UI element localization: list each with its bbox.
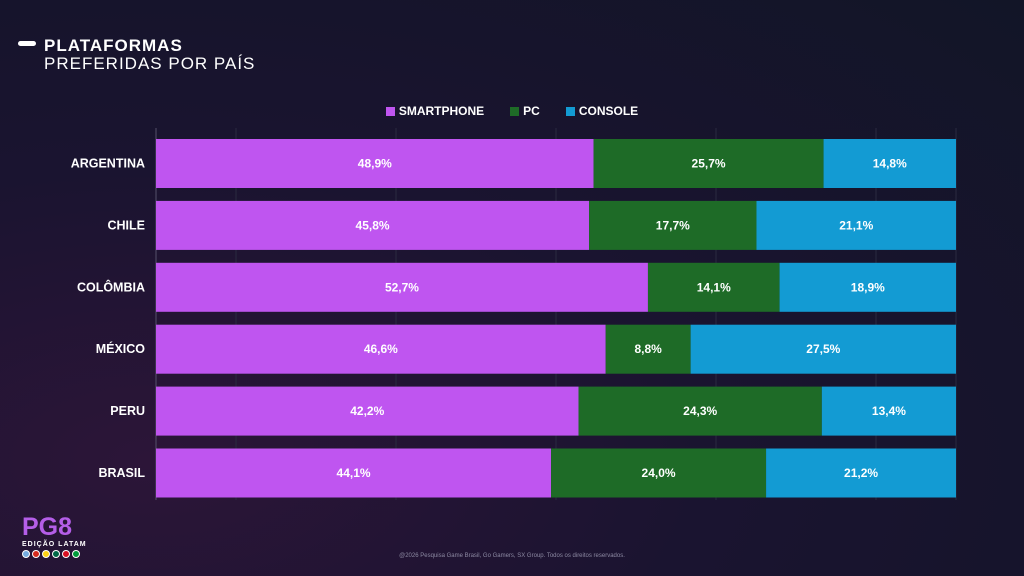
footer-copyright: @2026 Pesquisa Game Brasil, Go Gamers, S… (399, 553, 625, 559)
bar-segment-smartphone (156, 448, 552, 498)
data-label: 14,1% (697, 280, 731, 294)
page-title: PLATAFORMAS (44, 36, 183, 55)
legend-item-console: CONSOLE (565, 104, 639, 118)
data-label: 21,1% (839, 218, 873, 232)
category-label: ARGENTINA (71, 157, 145, 171)
bar-segment-console (823, 139, 956, 188)
bar-segment-console (821, 386, 956, 436)
data-label: 46,6% (364, 342, 398, 356)
data-label: 13,4% (872, 404, 906, 418)
bar-segment-smartphone (156, 262, 648, 312)
chart-legend: SMARTPHONE PC CONSOLE (0, 104, 1024, 118)
flag-peru-icon (62, 550, 70, 558)
bar-segment-smartphone (156, 324, 606, 374)
data-label: 45,8% (356, 218, 390, 232)
data-label: 17,7% (656, 218, 690, 232)
legend-swatch-pc (510, 106, 520, 116)
bar-segment-pc (589, 200, 757, 250)
logo-edition: EDIÇÃO LATAM (22, 541, 87, 548)
bar-segment-smartphone (156, 200, 590, 250)
bar-segment-pc (593, 139, 824, 188)
title-dash-icon (18, 41, 36, 46)
logo-flags (22, 550, 87, 558)
bar-segment-pc (647, 262, 780, 312)
pg8-logo: PG8 EDIÇÃO LATAM (22, 514, 87, 558)
data-label: 52,7% (385, 280, 419, 294)
data-label: 25,7% (692, 157, 726, 171)
flag-mexico-icon (52, 550, 60, 558)
legend-label-pc: PC (523, 104, 540, 118)
bar-segment-console (766, 448, 956, 498)
bar-segment-pc (578, 386, 822, 436)
data-label: 24,3% (683, 404, 717, 418)
page-subtitle: PREFERIDAS POR PAÍS (44, 54, 256, 73)
data-label: 27,5% (806, 342, 840, 356)
data-label: 44,1% (337, 466, 371, 480)
logo-text: PG8 (22, 513, 73, 541)
bar-segment-pc (605, 324, 691, 374)
flag-brasil-icon (72, 550, 80, 558)
legend-item-smartphone: SMARTPHONE (385, 104, 485, 118)
category-label: BRASIL (98, 466, 145, 480)
legend-label-smartphone: SMARTPHONE (398, 104, 485, 118)
data-label: 18,9% (851, 280, 885, 294)
data-label: 21,2% (844, 466, 878, 480)
legend-item-pc: PC (510, 104, 540, 118)
flag-argentina-icon (22, 550, 30, 558)
bar-segment-smartphone (156, 386, 579, 436)
flag-chile-icon (32, 550, 40, 558)
data-label: 14,8% (873, 157, 907, 171)
category-label: CHILE (108, 218, 146, 232)
flag-colombia-icon (42, 550, 50, 558)
bar-segment-smartphone (156, 139, 594, 188)
category-label: MÉXICO (96, 341, 146, 356)
category-label: PERU (110, 404, 145, 418)
data-label: 42,2% (350, 404, 384, 418)
bar-segment-console (756, 200, 956, 250)
legend-swatch-smartphone (385, 106, 395, 116)
category-label: COLÔMBIA (77, 279, 145, 294)
bar-segment-console (779, 262, 956, 312)
data-label: 8,8% (634, 342, 662, 356)
data-label: 48,9% (358, 157, 392, 171)
bar-segment-console (690, 324, 956, 374)
legend-label-console: CONSOLE (578, 104, 639, 118)
legend-swatch-console (565, 106, 575, 116)
data-label: 24,0% (642, 466, 676, 480)
bar-segment-pc (551, 448, 767, 498)
